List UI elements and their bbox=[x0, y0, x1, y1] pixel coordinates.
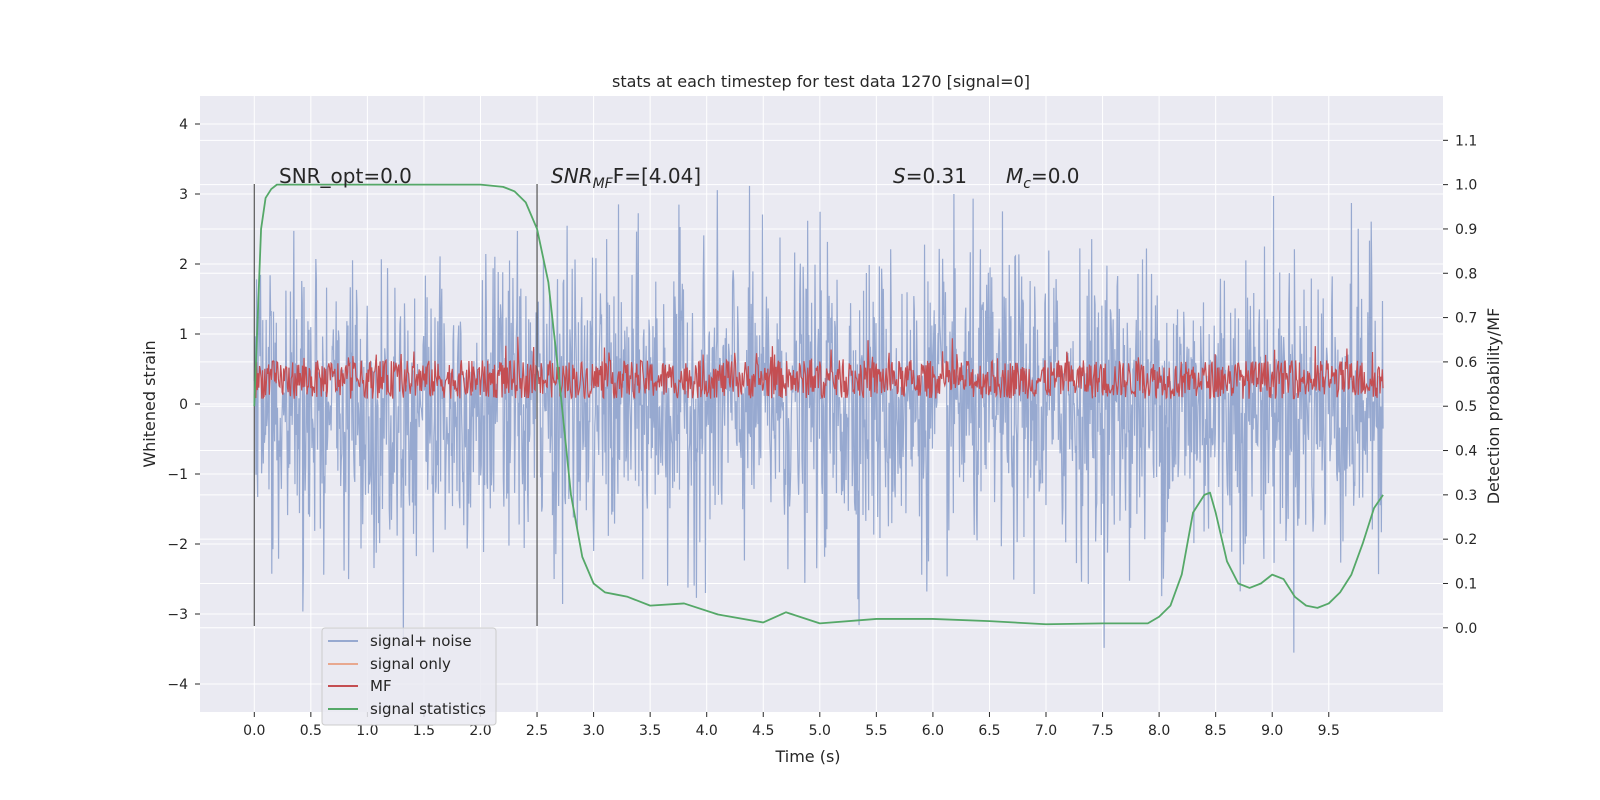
y-right-ticks: 1.1 1.0 0.9 0.8 0.7 0.6 0.5 0.4 0.3 0.2 0.1 0.0 bbox=[1443, 133, 1477, 637]
annotation-snr-mf: SNRMFF=[4.04] bbox=[551, 164, 701, 192]
x-tick-label: 7.0 bbox=[1035, 723, 1057, 739]
y-left-ticks: 4 3 2 1 0 −1 −2 −3 −4 bbox=[167, 117, 200, 693]
y-right-tick-label: 0.7 bbox=[1455, 311, 1477, 327]
x-tick-label: 9.0 bbox=[1261, 723, 1283, 739]
x-tick-label: 1.5 bbox=[413, 723, 435, 739]
legend-label-signal-statistics: signal statistics bbox=[370, 700, 486, 718]
y-right-tick-label: 0.5 bbox=[1455, 399, 1477, 415]
signal-statistics-line bbox=[253, 183, 1384, 626]
annotation-s-tail: =0.31 bbox=[906, 164, 967, 188]
series-mf bbox=[253, 336, 1384, 400]
y-left-tick-label: −1 bbox=[167, 467, 188, 483]
y-right-axis-label: Detection probability/MF bbox=[1484, 308, 1503, 505]
x-tick-label: 9.5 bbox=[1318, 723, 1340, 739]
y-right-tick-label: 0.4 bbox=[1455, 444, 1477, 460]
x-tick-label: 6.0 bbox=[922, 723, 944, 739]
y-left-tick-label: −3 bbox=[167, 607, 188, 623]
annotation-snr-mf-tail: F=[4.04] bbox=[613, 164, 701, 188]
y-right-tick-label: 1.0 bbox=[1455, 178, 1477, 194]
legend-label-signal-only: signal only bbox=[370, 655, 451, 673]
annotation-s-main: S bbox=[893, 164, 906, 188]
x-tick-label: 0.0 bbox=[243, 723, 265, 739]
legend: signal+ noise signal only MF signal stat… bbox=[321, 627, 497, 726]
annotation-mc: Mc=0.0 bbox=[1006, 164, 1080, 192]
x-axis-label: Time (s) bbox=[774, 747, 840, 766]
annotation-snr-mf-main: SNR bbox=[551, 164, 593, 188]
y-right-tick-label: 1.1 bbox=[1455, 133, 1477, 149]
y-right-tick-label: 0.3 bbox=[1455, 488, 1477, 504]
x-tick-label: 2.5 bbox=[526, 723, 548, 739]
x-tick-label: 8.5 bbox=[1205, 723, 1227, 739]
x-tick-label: 3.0 bbox=[582, 723, 604, 739]
annotation-snr-opt: SNR_opt=0.0 bbox=[279, 164, 412, 188]
series-signal-plus-noise bbox=[253, 185, 1384, 653]
x-tick-label: 1.0 bbox=[356, 723, 378, 739]
x-tick-label: 4.5 bbox=[752, 723, 774, 739]
legend-label-mf: MF bbox=[370, 677, 392, 695]
y-right-tick-label: 0.9 bbox=[1455, 222, 1477, 238]
annotation-mc-main: M bbox=[1006, 164, 1023, 188]
x-tick-label: 5.5 bbox=[865, 723, 887, 739]
x-tick-label: 8.0 bbox=[1148, 723, 1170, 739]
annotation-snr-mf-sub: MF bbox=[593, 176, 614, 192]
y-left-tick-label: 3 bbox=[179, 187, 188, 203]
annotation-mc-sub: c bbox=[1023, 176, 1031, 192]
y-right-tick-label: 0.2 bbox=[1455, 532, 1477, 548]
y-left-axis-label: Whitened strain bbox=[140, 340, 159, 467]
x-tick-label: 5.0 bbox=[809, 723, 831, 739]
y-right-tick-label: 0.0 bbox=[1455, 621, 1477, 637]
legend-label-signal-plus-noise: signal+ noise bbox=[370, 632, 472, 650]
signal-plus-noise-line bbox=[253, 185, 1384, 653]
x-tick-label: 3.5 bbox=[639, 723, 661, 739]
y-left-tick-label: 1 bbox=[179, 327, 188, 343]
x-tick-label: 7.5 bbox=[1091, 723, 1113, 739]
x-tick-label: 2.0 bbox=[469, 723, 491, 739]
annotation-mc-tail: =0.0 bbox=[1031, 164, 1080, 188]
mf-line bbox=[253, 336, 1384, 400]
chart-title: stats at each timestep for test data 127… bbox=[612, 72, 1030, 91]
y-right-tick-label: 0.6 bbox=[1455, 355, 1477, 371]
x-ticks: 0.0 0.5 1.0 1.5 2.0 2.5 3.0 3.5 4.0 4.5 5.0 5.5 6.0 6… bbox=[243, 712, 1340, 739]
y-left-tick-label: 2 bbox=[179, 257, 188, 273]
series-signal-statistics bbox=[253, 183, 1384, 626]
x-tick-label: 4.0 bbox=[696, 723, 718, 739]
y-right-tick-label: 0.8 bbox=[1455, 266, 1477, 282]
y-left-tick-label: −4 bbox=[167, 677, 188, 693]
y-left-tick-label: 0 bbox=[179, 397, 188, 413]
x-tick-label: 0.5 bbox=[300, 723, 322, 739]
annotation-s: S=0.31 bbox=[893, 164, 967, 188]
y-left-tick-label: −2 bbox=[167, 537, 188, 553]
y-right-tick-label: 0.1 bbox=[1455, 576, 1477, 592]
x-tick-label: 6.5 bbox=[978, 723, 1000, 739]
legend-box bbox=[321, 627, 497, 726]
y-left-tick-label: 4 bbox=[179, 117, 188, 133]
